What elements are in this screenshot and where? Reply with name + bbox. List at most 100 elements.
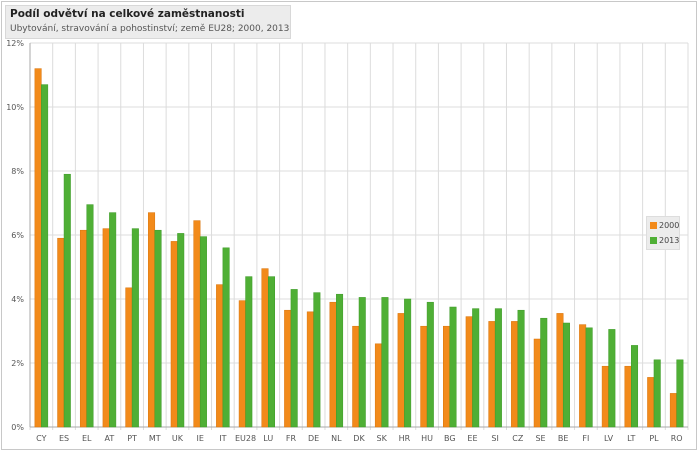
legend-label: 2013 (659, 236, 680, 245)
bar-2013-IT (222, 247, 230, 428)
x-tick-label: SI (491, 434, 498, 443)
x-tick-label: PL (649, 434, 659, 443)
y-tick-label: 6% (11, 231, 24, 240)
bar-2013-PT (131, 228, 139, 428)
legend-item-2000: 2000 (650, 221, 679, 230)
legend-label: 2000 (659, 221, 680, 230)
bar-2000-LT (624, 365, 632, 428)
x-tick-label: LT (627, 434, 635, 443)
bar-2000-HU (420, 325, 428, 428)
x-tick-label: LV (604, 434, 614, 443)
legend: 2000 2013 (646, 216, 680, 250)
bar-2013-NL (336, 293, 344, 428)
bar-2000-MT (148, 212, 156, 428)
bar-2000-DE (306, 311, 314, 428)
bar-2013-SI (494, 308, 502, 428)
x-tick-label: IE (196, 434, 203, 443)
bar-2000-SI (488, 321, 496, 428)
bar-2013-UK (177, 233, 185, 428)
bar-2013-AT (109, 212, 117, 428)
x-tick-label: FI (582, 434, 589, 443)
bar-2013-MT (154, 229, 162, 428)
bar-2000-IE (193, 220, 201, 428)
bar-2000-HR (397, 313, 405, 428)
bar-2000-FI (579, 324, 587, 428)
legend-swatch (650, 237, 657, 244)
bar-2000-LU (261, 268, 269, 428)
bar-2013-LU (267, 276, 275, 428)
bar-2000-SK (374, 343, 382, 428)
title-box: Podíl odvětví na celkové zaměstnanosti U… (5, 5, 291, 39)
x-tick-label: AT (105, 434, 115, 443)
x-tick-label: BE (558, 434, 569, 443)
bar-2013-EE (472, 308, 480, 428)
bar-2000-SE (533, 338, 541, 428)
x-tick-label: DE (308, 434, 319, 443)
x-tick-label: CY (36, 434, 46, 443)
bar-2000-RO (669, 393, 677, 428)
legend-swatch (650, 222, 657, 229)
x-tick-label: SE (535, 434, 545, 443)
bar-2013-RO (676, 359, 684, 428)
bar-2013-FI (585, 327, 593, 428)
bar-2000-CY (34, 68, 42, 428)
x-tick-label: NL (331, 434, 342, 443)
bar-2000-CZ (511, 321, 519, 428)
bar-2000-AT (102, 228, 110, 428)
chart-subtitle: Ubytování, stravování a pohostinství; ze… (10, 24, 290, 34)
bar-2013-FR (290, 289, 298, 428)
x-tick-label: LU (263, 434, 273, 443)
x-tick-label: UK (172, 434, 184, 443)
bar-2000-IT (216, 284, 224, 428)
bar-2013-HR (404, 298, 412, 428)
bar-2013-EU28 (245, 276, 253, 428)
x-tick-label: RO (671, 434, 683, 443)
x-tick-label: CZ (512, 434, 524, 443)
bar-2000-EU28 (238, 300, 246, 428)
bar-2013-EL (86, 204, 94, 428)
bar-2000-BG (443, 325, 451, 428)
bar-2013-LT (631, 345, 639, 428)
x-tick-label: HU (421, 434, 433, 443)
bar-2013-IE (199, 236, 207, 428)
bar-2000-DK (352, 325, 360, 428)
bar-2000-PL (647, 377, 655, 428)
bar-2013-BG (449, 306, 457, 428)
bar-2013-SE (540, 317, 548, 428)
legend-item-2013: 2013 (650, 236, 679, 245)
x-tick-label: HR (399, 434, 411, 443)
y-tick-label: 0% (11, 423, 24, 432)
x-tick-label: DK (353, 434, 365, 443)
bar-2013-PL (653, 359, 661, 428)
x-tick-label: ES (59, 434, 69, 443)
x-tick-label: FR (286, 434, 297, 443)
bar-2000-PT (125, 287, 133, 428)
bar-2000-FR (284, 309, 292, 428)
x-tick-label: EE (467, 434, 477, 443)
bar-2000-BE (556, 313, 564, 428)
x-tick-label: IT (219, 434, 226, 443)
bar-2013-HU (426, 301, 434, 428)
bar-2013-CZ (517, 309, 525, 428)
x-tick-label: BG (444, 434, 456, 443)
bar-2000-UK (170, 241, 178, 428)
bar-2013-CY (41, 84, 49, 428)
x-tick-label: PT (127, 434, 137, 443)
bar-2013-ES (63, 173, 71, 428)
y-tick-label: 8% (11, 167, 24, 176)
bar-2000-EE (465, 316, 473, 428)
x-tick-label: SK (377, 434, 388, 443)
y-tick-label: 10% (6, 103, 24, 112)
x-tick-label: MT (149, 434, 161, 443)
bar-2013-SK (381, 297, 389, 428)
bar-2013-DE (313, 292, 321, 428)
bar-2000-LV (601, 365, 609, 428)
bar-2013-LV (608, 329, 616, 428)
bar-2000-ES (57, 237, 65, 428)
y-tick-label: 12% (6, 39, 24, 48)
chart-title: Podíl odvětví na celkové zaměstnanosti (10, 8, 245, 20)
bar-2013-DK (358, 297, 366, 428)
y-tick-label: 2% (11, 359, 24, 368)
